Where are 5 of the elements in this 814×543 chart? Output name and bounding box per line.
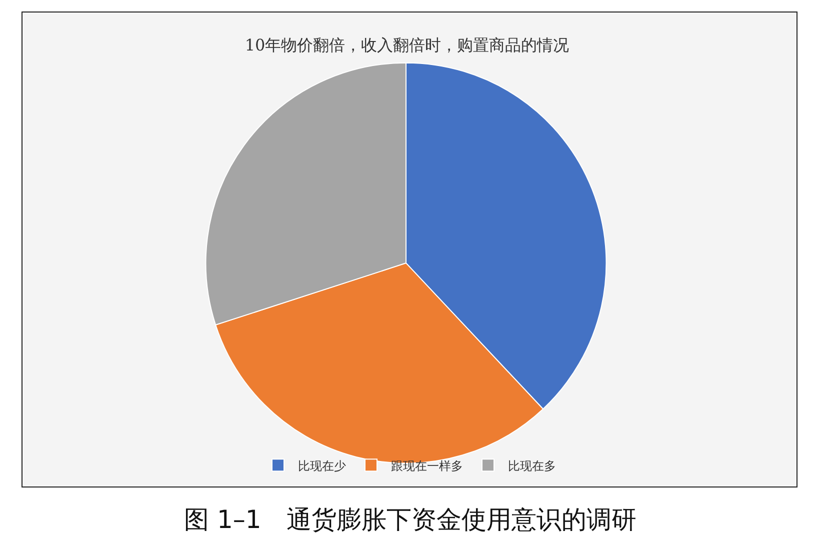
legend-label: 比现在多 — [508, 458, 556, 473]
caption: 图 1–1 通货膨胀下资金使用意识的调研 — [184, 505, 636, 534]
legend-label: 跟现在一样多 — [391, 458, 463, 473]
chart-title: 10年物价翻倍，收入翻倍时，购置商品的情况 — [244, 36, 570, 55]
legend-label: 比现在少 — [298, 458, 346, 473]
